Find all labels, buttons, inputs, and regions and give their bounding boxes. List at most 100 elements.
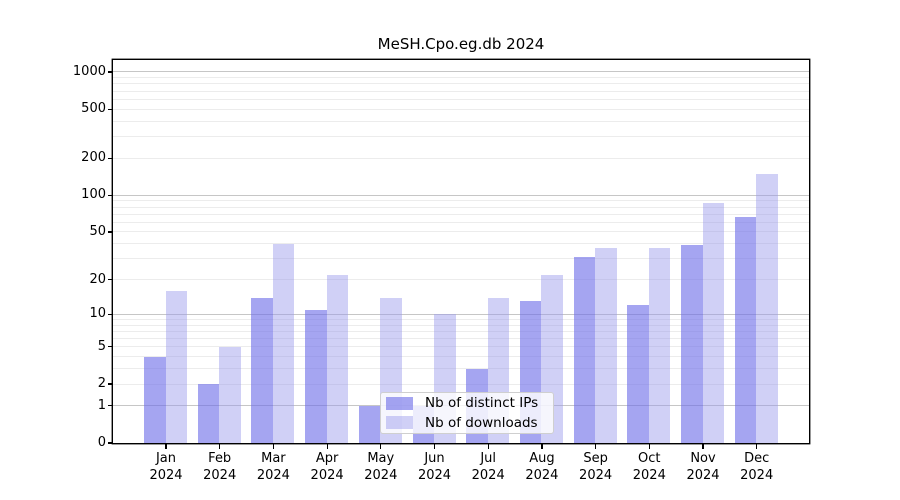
bar-downloads-sep bbox=[595, 247, 617, 443]
bar-distinct-ips-apr bbox=[305, 309, 327, 443]
x-label-month: Dec bbox=[744, 451, 770, 466]
x-label-year: 2024 bbox=[256, 467, 290, 483]
x-label-year: 2024 bbox=[203, 467, 237, 483]
x-label-year: 2024 bbox=[686, 467, 720, 483]
gridline-minor bbox=[113, 383, 809, 385]
gridline-minor bbox=[113, 318, 809, 320]
bar-downloads-nov bbox=[702, 202, 724, 443]
y-tick-label-5: 5 bbox=[97, 338, 106, 354]
y-tick-mark bbox=[108, 313, 113, 315]
x-label-month: Nov bbox=[690, 451, 716, 466]
x-label-year: 2024 bbox=[579, 467, 613, 483]
x-label-year: 2024 bbox=[310, 467, 344, 483]
gridline-minor bbox=[113, 157, 809, 159]
x-label-month: Mar bbox=[261, 451, 286, 466]
x-tick-label-oct: Oct 2024 bbox=[621, 451, 677, 484]
gridline-minor bbox=[113, 98, 809, 100]
x-tick-label-feb: Feb 2024 bbox=[192, 451, 248, 484]
x-tick-label-nov: Nov 2024 bbox=[675, 451, 731, 484]
bar-distinct-ips-mar bbox=[251, 297, 273, 443]
gridline-major bbox=[113, 71, 809, 73]
y-tick-mark bbox=[108, 383, 113, 385]
legend-label-distinct-ips: Nb of distinct IPs bbox=[425, 395, 539, 412]
bar-downloads-dec bbox=[756, 174, 778, 443]
y-tick-label-100: 100 bbox=[81, 187, 106, 203]
bar-distinct-ips-sep bbox=[573, 256, 596, 443]
gridline-minor bbox=[113, 324, 809, 326]
bar-downloads-jan bbox=[165, 290, 187, 443]
x-tick-label-jan: Jan 2024 bbox=[138, 451, 194, 484]
bar-distinct-ips-oct bbox=[627, 305, 649, 443]
legend-item-distinct-ips: Nb of distinct IPs bbox=[381, 394, 553, 413]
gridline-minor bbox=[113, 243, 809, 245]
x-tick-mark bbox=[595, 444, 597, 449]
x-tick-mark bbox=[272, 444, 275, 449]
gridline-minor bbox=[113, 221, 809, 223]
x-tick-mark bbox=[702, 444, 704, 449]
legend-label-downloads: Nb of downloads bbox=[425, 414, 538, 431]
gridline-minor bbox=[113, 136, 809, 138]
gridline-minor bbox=[113, 231, 809, 233]
x-tick-label-sep: Sep 2024 bbox=[568, 451, 624, 484]
gridline-major bbox=[113, 194, 809, 196]
y-tick-label-200: 200 bbox=[81, 150, 106, 166]
x-tick-mark bbox=[487, 444, 489, 449]
bar-distinct-ips-jan bbox=[144, 356, 166, 443]
y-tick-label-0: 0 bbox=[97, 435, 106, 450]
y-tick-mark bbox=[108, 71, 113, 73]
gridline-minor bbox=[113, 279, 809, 280]
gridline-minor bbox=[113, 346, 809, 348]
y-tick-mark bbox=[108, 442, 113, 444]
x-tick-label-aug: Aug 2024 bbox=[514, 451, 570, 484]
y-tick-label-1: 1 bbox=[97, 397, 106, 413]
x-tick-mark bbox=[648, 444, 650, 449]
x-tick-label-dec: Dec 2024 bbox=[729, 451, 785, 484]
legend: Nb of distinct IPs Nb of downloads bbox=[380, 392, 554, 434]
x-tick-mark bbox=[756, 444, 758, 449]
y-tick-mark bbox=[108, 278, 113, 281]
gridline-minor bbox=[113, 120, 809, 122]
x-label-year: 2024 bbox=[364, 467, 398, 483]
y-tick-label-50: 50 bbox=[89, 223, 106, 239]
x-label-year: 2024 bbox=[471, 467, 505, 483]
y-tick-label-10: 10 bbox=[89, 306, 106, 322]
y-tick-mark bbox=[108, 346, 113, 348]
x-tick-mark bbox=[219, 444, 221, 449]
bar-downloads-apr bbox=[326, 274, 349, 443]
x-tick-label-mar: Mar 2024 bbox=[245, 451, 301, 484]
x-tick-label-apr: Apr 2024 bbox=[299, 451, 355, 484]
bar-distinct-ips-may bbox=[358, 405, 381, 443]
x-tick-mark bbox=[326, 444, 328, 449]
gridline-minor bbox=[113, 90, 809, 92]
x-label-month: Aug bbox=[529, 451, 555, 466]
bar-downloads-mar bbox=[272, 243, 295, 443]
x-label-year: 2024 bbox=[525, 467, 559, 483]
y-tick-mark bbox=[108, 108, 113, 110]
plot-area bbox=[113, 60, 809, 443]
y-tick-label-1000: 1000 bbox=[72, 63, 106, 79]
gridline-minor bbox=[113, 83, 809, 85]
gridline-minor bbox=[113, 368, 809, 370]
x-label-month: Oct bbox=[638, 451, 661, 466]
x-tick-mark bbox=[165, 444, 167, 449]
x-label-month: Apr bbox=[315, 451, 339, 466]
y-tick-mark bbox=[108, 157, 113, 159]
x-label-month: Feb bbox=[208, 451, 232, 466]
x-tick-mark bbox=[541, 444, 543, 449]
gridline-minor bbox=[113, 330, 809, 332]
y-tick-label-20: 20 bbox=[89, 271, 106, 287]
y-tick-label-2: 2 bbox=[97, 376, 106, 391]
bar-distinct-ips-feb bbox=[197, 384, 220, 443]
gridline-minor bbox=[113, 213, 809, 215]
gridline-minor bbox=[113, 356, 809, 358]
gridline-minor bbox=[113, 338, 809, 339]
x-tick-mark bbox=[380, 444, 382, 449]
y-tick-mark bbox=[108, 231, 113, 233]
x-tick-label-jul: Jul 2024 bbox=[460, 451, 516, 484]
y-tick-mark bbox=[108, 405, 113, 407]
bar-downloads-feb bbox=[219, 346, 241, 443]
chart-title: MeSH.Cpo.eg.db 2024 bbox=[377, 35, 545, 53]
x-tick-mark bbox=[433, 444, 436, 449]
bar-downloads-oct bbox=[648, 247, 671, 443]
